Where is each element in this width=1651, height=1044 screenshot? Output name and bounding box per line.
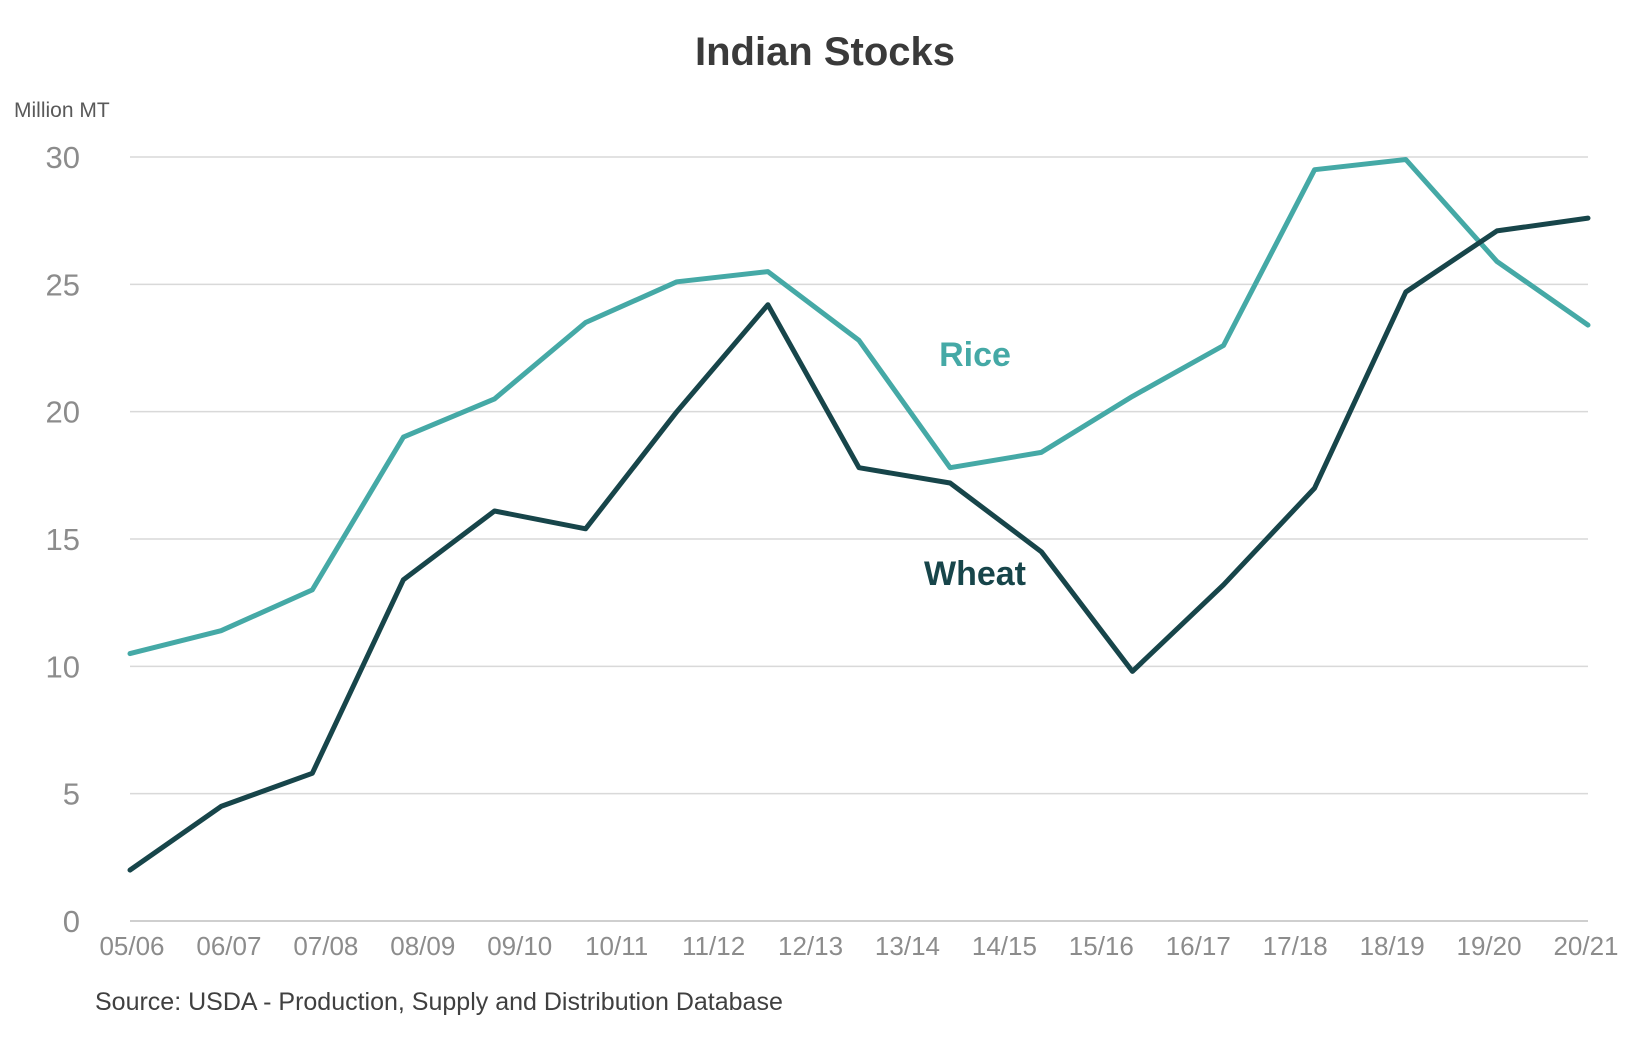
y-tick-label: 5: [63, 777, 80, 812]
x-tick-label: 07/08: [293, 931, 358, 961]
x-tick-label: 10/11: [585, 931, 648, 961]
y-tick-label: 0: [63, 904, 80, 939]
y-tick-label: 30: [46, 140, 80, 175]
x-tick-label: 12/13: [778, 931, 843, 961]
x-axis-ticks: 05/06 06/07 07/08 08/09 09/10 10/11 11/12 12/13…: [99, 931, 1618, 961]
gridlines: [130, 156, 1588, 922]
x-tick-label: 16/17: [1166, 931, 1231, 961]
x-tick-label: 09/10: [487, 931, 552, 961]
y-axis-unit-label: Million MT: [14, 99, 110, 122]
x-tick-label: 06/07: [196, 931, 261, 961]
x-tick-label: 05/06: [99, 931, 164, 961]
x-tick-label: 20/21: [1553, 931, 1618, 961]
y-tick-label: 10: [46, 649, 80, 684]
x-tick-label: 11/12: [682, 931, 745, 961]
x-tick-label: 08/09: [390, 931, 455, 961]
x-tick-label: 14/15: [972, 931, 1037, 961]
source-note: Source: USDA - Production, Supply and Di…: [95, 988, 783, 1016]
x-tick-label: 13/14: [875, 931, 940, 961]
y-axis-ticks: 0 5 10 15 20 25 30: [46, 140, 80, 939]
series-label-rice: Rice: [939, 336, 1011, 374]
series-lines: [127, 157, 1591, 873]
series-line-wheat: [127, 215, 1591, 873]
x-tick-label: 15/16: [1069, 931, 1134, 961]
x-tick-label: 19/20: [1457, 931, 1522, 961]
chart-title: Indian Stocks: [695, 30, 955, 74]
x-tick-label: 18/19: [1360, 931, 1425, 961]
x-tick-label: 17/18: [1263, 931, 1328, 961]
y-tick-label: 25: [46, 267, 80, 302]
series-line-rice: [127, 157, 1591, 657]
y-tick-label: 15: [46, 522, 80, 557]
y-tick-label: 20: [46, 395, 80, 430]
series-label-wheat: Wheat: [924, 555, 1026, 593]
